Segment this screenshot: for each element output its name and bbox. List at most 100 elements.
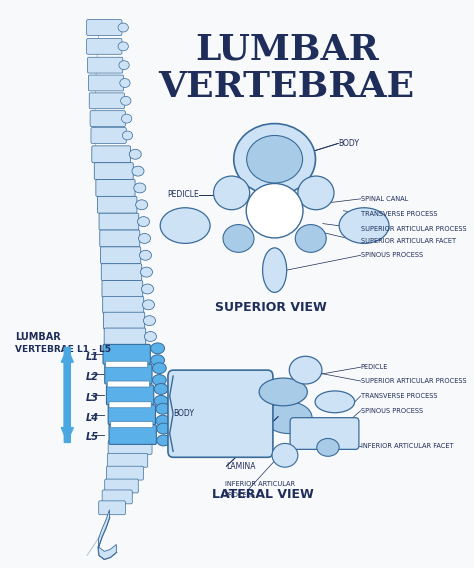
Ellipse shape xyxy=(136,200,148,210)
Ellipse shape xyxy=(153,375,166,386)
Text: TRANSVERSE PROCESS: TRANSVERSE PROCESS xyxy=(361,211,437,217)
Ellipse shape xyxy=(156,403,170,414)
Ellipse shape xyxy=(132,166,144,176)
Ellipse shape xyxy=(317,438,339,456)
Text: VERTEBRAE L1 - L5: VERTEBRAE L1 - L5 xyxy=(15,345,111,354)
Polygon shape xyxy=(98,509,116,559)
Ellipse shape xyxy=(259,378,307,406)
FancyBboxPatch shape xyxy=(107,381,149,387)
Ellipse shape xyxy=(118,42,128,51)
Ellipse shape xyxy=(140,267,153,277)
Ellipse shape xyxy=(289,356,322,384)
FancyBboxPatch shape xyxy=(99,501,125,515)
Text: LUMBAR: LUMBAR xyxy=(195,32,379,66)
FancyBboxPatch shape xyxy=(290,417,359,449)
Text: LAMINA: LAMINA xyxy=(227,462,256,471)
Ellipse shape xyxy=(151,343,164,354)
FancyBboxPatch shape xyxy=(94,162,133,179)
FancyBboxPatch shape xyxy=(87,20,122,35)
FancyBboxPatch shape xyxy=(103,344,150,364)
FancyBboxPatch shape xyxy=(103,296,144,313)
FancyBboxPatch shape xyxy=(91,128,126,143)
Text: L5: L5 xyxy=(85,432,99,442)
Ellipse shape xyxy=(153,363,166,374)
Text: SUPERIOR ARTICULAR PROCESS: SUPERIOR ARTICULAR PROCESS xyxy=(361,225,466,232)
Ellipse shape xyxy=(122,131,133,140)
Ellipse shape xyxy=(134,183,146,193)
Ellipse shape xyxy=(154,383,168,394)
Ellipse shape xyxy=(151,355,164,366)
FancyBboxPatch shape xyxy=(111,421,153,428)
Text: VERTEBRAE: VERTEBRAE xyxy=(159,70,415,104)
FancyBboxPatch shape xyxy=(89,93,125,108)
Ellipse shape xyxy=(246,135,302,183)
Text: BODY: BODY xyxy=(173,409,194,418)
FancyBboxPatch shape xyxy=(107,453,148,467)
FancyBboxPatch shape xyxy=(108,440,152,454)
Ellipse shape xyxy=(120,78,130,87)
Text: SUPERIOR ARTICULAR PROCESS: SUPERIOR ARTICULAR PROCESS xyxy=(361,378,466,384)
Ellipse shape xyxy=(223,224,254,252)
FancyBboxPatch shape xyxy=(104,328,146,345)
FancyBboxPatch shape xyxy=(102,490,132,504)
FancyBboxPatch shape xyxy=(103,312,145,329)
Text: L2: L2 xyxy=(85,372,99,382)
Text: INFERIOR ARTICULAR FACET: INFERIOR ARTICULAR FACET xyxy=(361,444,453,449)
Ellipse shape xyxy=(121,114,132,123)
Ellipse shape xyxy=(121,97,131,105)
Text: PEDICLE: PEDICLE xyxy=(361,364,388,370)
Ellipse shape xyxy=(339,208,389,244)
Text: SUPERIOR ARTICULAR FACET: SUPERIOR ARTICULAR FACET xyxy=(361,239,456,244)
FancyArrow shape xyxy=(61,348,73,441)
Text: BODY: BODY xyxy=(338,139,359,148)
FancyBboxPatch shape xyxy=(90,111,125,127)
Ellipse shape xyxy=(156,415,170,426)
FancyBboxPatch shape xyxy=(105,479,138,493)
FancyBboxPatch shape xyxy=(92,146,130,162)
Ellipse shape xyxy=(138,233,151,244)
Ellipse shape xyxy=(129,149,141,159)
Ellipse shape xyxy=(298,176,334,210)
FancyBboxPatch shape xyxy=(108,405,155,425)
FancyBboxPatch shape xyxy=(88,57,123,73)
Text: L4: L4 xyxy=(85,413,99,423)
Text: SPINAL CANAL: SPINAL CANAL xyxy=(361,196,408,202)
Text: TRANSVERSE PROCESS: TRANSVERSE PROCESS xyxy=(361,393,437,399)
Ellipse shape xyxy=(141,284,154,294)
Text: PEDICLE: PEDICLE xyxy=(167,190,199,199)
FancyBboxPatch shape xyxy=(88,75,124,91)
Ellipse shape xyxy=(315,391,355,413)
FancyBboxPatch shape xyxy=(168,370,273,457)
Text: SPINOUS PROCESS: SPINOUS PROCESS xyxy=(361,408,423,414)
Ellipse shape xyxy=(263,248,287,293)
Ellipse shape xyxy=(145,332,156,341)
FancyBboxPatch shape xyxy=(100,230,140,247)
Ellipse shape xyxy=(157,423,171,434)
FancyBboxPatch shape xyxy=(102,281,143,298)
Ellipse shape xyxy=(265,402,312,433)
Ellipse shape xyxy=(144,316,155,325)
Ellipse shape xyxy=(154,395,168,406)
FancyBboxPatch shape xyxy=(98,197,137,213)
FancyBboxPatch shape xyxy=(101,264,142,281)
Ellipse shape xyxy=(234,124,316,195)
Ellipse shape xyxy=(214,176,250,210)
Ellipse shape xyxy=(295,224,326,252)
Text: LATERAL VIEW: LATERAL VIEW xyxy=(212,488,313,502)
FancyBboxPatch shape xyxy=(99,213,139,230)
Ellipse shape xyxy=(157,435,171,446)
FancyBboxPatch shape xyxy=(107,385,154,405)
FancyArrow shape xyxy=(61,348,73,442)
FancyBboxPatch shape xyxy=(107,466,144,480)
Ellipse shape xyxy=(143,300,155,310)
FancyBboxPatch shape xyxy=(87,39,122,55)
FancyBboxPatch shape xyxy=(109,402,151,408)
Text: SUPERIOR VIEW: SUPERIOR VIEW xyxy=(215,301,327,314)
Text: SPINOUS PROCESS: SPINOUS PROCESS xyxy=(361,252,423,258)
Ellipse shape xyxy=(160,208,210,244)
FancyBboxPatch shape xyxy=(106,361,148,367)
Text: INFERIOR ARTICULAR: INFERIOR ARTICULAR xyxy=(225,481,295,487)
Text: L3: L3 xyxy=(85,393,99,403)
Ellipse shape xyxy=(139,250,152,260)
Text: PROCESS: PROCESS xyxy=(225,492,255,498)
